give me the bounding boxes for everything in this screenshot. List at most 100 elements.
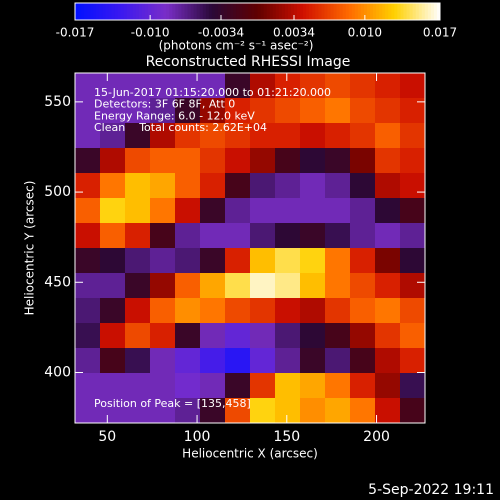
heatmap-cell [100, 398, 126, 424]
heatmap-cell [225, 373, 251, 399]
heatmap-cell [200, 123, 226, 149]
colorbar-swatch [345, 3, 350, 20]
colorbar-swatch [211, 3, 216, 20]
colorbar-swatch [224, 3, 228, 20]
heatmap-cell [75, 373, 101, 399]
heatmap-cell [300, 73, 326, 99]
colorbar-swatch [379, 3, 383, 20]
colorbar-swatch [430, 3, 435, 20]
heatmap-cell [300, 323, 326, 349]
heatmap-cell [250, 248, 276, 274]
y-tick-label: 400 [44, 364, 71, 380]
colorbar-swatch [260, 3, 265, 20]
peak-label: Position of Peak = [135,458] [94, 397, 251, 410]
colorbar-swatch [202, 3, 207, 20]
colorbar-swatch [272, 3, 277, 20]
heatmap-cell [225, 173, 251, 199]
heatmap-cell [275, 173, 301, 199]
heatmap-cell [250, 198, 276, 224]
heatmap-cell [200, 298, 226, 324]
heatmap-cell [275, 323, 301, 349]
heatmap-cell [175, 348, 201, 374]
heatmap-cell [100, 123, 126, 149]
colorbar-swatch [102, 3, 106, 20]
colorbar-swatch [418, 3, 423, 20]
colorbar-swatch [141, 3, 146, 20]
heatmap-cell [350, 73, 376, 99]
colorbar-swatch [193, 3, 198, 20]
heatmap-cell [125, 273, 151, 299]
heatmap-cell [300, 98, 326, 124]
colorbar-swatch [111, 3, 116, 20]
heatmap-cell [225, 273, 251, 299]
colorbar-swatch [84, 3, 88, 20]
heatmap-cell [200, 398, 226, 424]
heatmap-cell [350, 198, 376, 224]
heatmap-cell [225, 198, 251, 224]
heatmap-cell [400, 223, 426, 249]
colorbar-swatch [120, 3, 125, 20]
colorbar-swatch [227, 3, 231, 20]
heatmap-cell [225, 98, 251, 124]
colorbar-swatch [339, 3, 344, 20]
heatmap-cell [300, 148, 326, 174]
heatmap-cell [125, 248, 151, 274]
colorbar-swatch [394, 3, 398, 20]
timestamp: 5-Sep-2022 19:11 [368, 482, 494, 498]
heatmap-cell [150, 148, 176, 174]
heatmap-cell [300, 123, 326, 149]
colorbar-swatch [333, 3, 338, 20]
x-axis-label: Heliocentric X (arcsec) [182, 447, 318, 461]
colorbar-swatch [75, 3, 79, 20]
colorbar-swatch [275, 3, 280, 20]
heatmap-cell [325, 273, 351, 299]
y-tick-label: 500 [44, 184, 71, 200]
colorbar-swatch [357, 3, 362, 20]
colorbar-swatch [81, 3, 85, 20]
colorbar-swatch [257, 3, 262, 20]
heatmap-cell [400, 248, 426, 274]
heatmap-cell [400, 298, 426, 324]
colorbar-swatch [284, 3, 289, 20]
heatmap-cell [175, 148, 201, 174]
colorbar-swatch [306, 3, 310, 20]
heatmap-cell [125, 373, 151, 399]
heatmap-cell [150, 348, 176, 374]
heatmap-cell [175, 173, 201, 199]
heatmap-cell [150, 73, 176, 99]
y-tick-label: 450 [44, 274, 71, 290]
colorbar-swatch [172, 3, 176, 20]
colorbar-swatch [412, 3, 417, 20]
heatmap-cell [225, 398, 251, 424]
heatmap-cell [75, 198, 101, 224]
colorbar-tick-label: 0.0034 [273, 26, 315, 40]
heatmap-cell [225, 298, 251, 324]
heatmap-cell [275, 98, 301, 124]
colorbar-swatch [363, 3, 368, 20]
heatmap-cell [125, 198, 151, 224]
heatmap-cell [150, 398, 176, 424]
colorbar-swatch [373, 3, 377, 20]
heatmap-cell [300, 273, 326, 299]
colorbar-swatch [400, 3, 404, 20]
heatmap-cell [125, 223, 151, 249]
heatmap-cell [350, 323, 376, 349]
colorbar-swatch [351, 3, 356, 20]
colorbar-swatch [151, 3, 155, 20]
colorbar-swatch [87, 3, 91, 20]
heatmap-cell [100, 223, 126, 249]
heatmap-cell [150, 248, 176, 274]
colorbar-swatch [90, 3, 94, 20]
colorbar-swatch [245, 3, 249, 20]
colorbar-swatch [318, 3, 322, 20]
heatmap-cell [150, 323, 176, 349]
heatmap-cell [225, 223, 251, 249]
heatmap-cell [75, 298, 101, 324]
colorbar-swatch [367, 3, 371, 20]
colorbar-swatch [376, 3, 380, 20]
heatmap-cell [125, 73, 151, 99]
heatmap-cell [150, 98, 176, 124]
heatmap-cell [100, 148, 126, 174]
colorbar-swatch [96, 3, 100, 20]
heatmap-cell [375, 273, 401, 299]
